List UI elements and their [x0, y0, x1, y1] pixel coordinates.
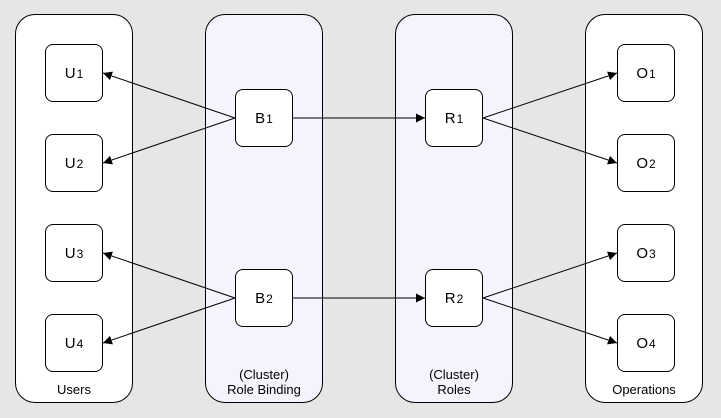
node-index: 2 — [76, 157, 84, 171]
roles-label-line2: Roles — [437, 382, 471, 397]
role-binding-lane-label: (Cluster) Role Binding — [206, 367, 322, 397]
node-letter: U — [64, 64, 76, 82]
roles-lane-label: (Cluster) Roles — [396, 367, 512, 397]
node-letter: O — [636, 154, 648, 172]
node-index: 1 — [456, 112, 464, 126]
roles-label-line1: (Cluster) — [429, 367, 479, 382]
users-label-text: Users — [57, 382, 91, 397]
edge-b1-to-u2 — [102, 117, 236, 165]
node-letter: B — [255, 109, 266, 127]
users-lane-label: Users — [16, 382, 132, 397]
node-index: 4 — [76, 337, 84, 351]
node-letter: U — [64, 244, 76, 262]
node-index: 3 — [76, 247, 84, 261]
node-letter: O — [636, 334, 648, 352]
node-index: 4 — [648, 337, 656, 351]
edge-b1-to-u1 — [102, 71, 236, 119]
role-binding-lane: (Cluster) Role Binding — [205, 14, 323, 403]
node-letter: R — [444, 109, 456, 127]
node-letter: O — [636, 244, 648, 262]
node-letter: O — [636, 64, 648, 82]
operations-label-text: Operations — [612, 382, 676, 397]
node-letter: R — [444, 289, 456, 307]
node-index: 2 — [648, 157, 656, 171]
node-index: 1 — [648, 67, 656, 81]
node-letter: B — [255, 289, 266, 307]
role-binding-label-line1: (Cluster) — [239, 367, 289, 382]
node-index: 1 — [266, 112, 273, 126]
edge-r2-to-o3 — [482, 251, 618, 299]
node-letter: U — [64, 154, 76, 172]
node-index: 1 — [76, 67, 84, 81]
operations-lane-label: Operations — [586, 382, 702, 397]
role-binding-label-line2: Role Binding — [227, 382, 301, 397]
edge-b2-to-u4 — [102, 297, 236, 345]
node-index: 3 — [648, 247, 656, 261]
node-index: 2 — [456, 292, 464, 306]
node-letter: U — [64, 334, 76, 352]
edge-r1-to-o2 — [482, 117, 618, 165]
edge-b2-to-u3 — [102, 251, 236, 299]
roles-lane: (Cluster) Roles — [395, 14, 513, 403]
node-index: 2 — [266, 292, 273, 306]
edge-r1-to-o1 — [482, 71, 618, 119]
edge-r2-to-o4 — [482, 297, 618, 345]
